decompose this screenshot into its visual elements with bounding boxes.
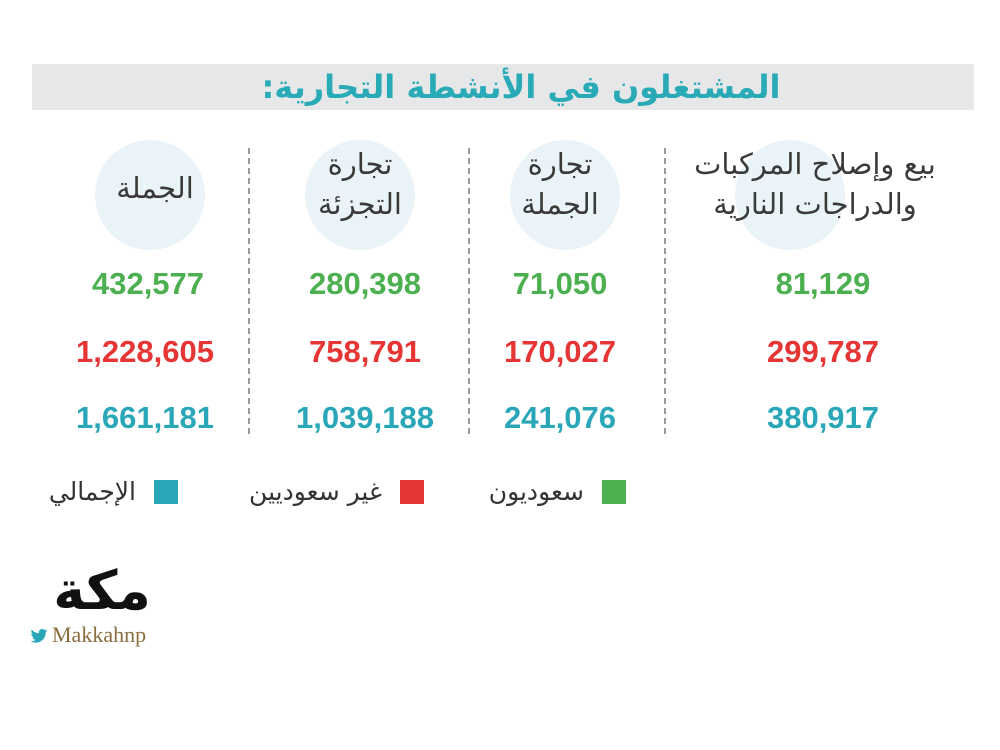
value-saudi-wholesale: 71,050 <box>512 266 608 301</box>
column-divider <box>468 148 470 434</box>
column-header-line2: والدراجات النارية <box>713 187 917 221</box>
logo-wordmark: مكة <box>53 559 151 622</box>
makkah-logo: مكة <box>22 560 182 650</box>
column-header-vehicles: بيع وإصلاح المركبات والدراجات النارية <box>665 144 965 224</box>
column-header-line2: التجزئة <box>318 187 402 221</box>
value-nonsaudi-wholesale: 170,027 <box>503 334 617 369</box>
title-bar <box>32 64 974 110</box>
legend-item-nonsaudi: غير سعوديين <box>210 474 430 510</box>
header-circle-vehicles <box>735 140 845 250</box>
column-header-retail: تجارة التجزئة <box>275 144 445 224</box>
legend-swatch-total <box>154 480 178 504</box>
value-nonsaudi-retail: 758,791 <box>308 334 422 369</box>
legend-swatch-nonsaudi <box>400 480 424 504</box>
header-circle-retail <box>305 140 415 250</box>
column-header-wholesale: تجارة الجملة <box>475 144 645 224</box>
column-divider <box>248 148 250 434</box>
legend-label-total: الإجمالي <box>48 477 136 506</box>
column-header-line1: بيع وإصلاح المركبات <box>694 147 936 181</box>
page-title: المشتغلون في الأنشطة التجارية: <box>261 68 781 106</box>
header-circle-wholesale <box>510 140 620 250</box>
legend-label-saudi: سعوديون <box>488 477 584 506</box>
value-saudi-retail: 280,398 <box>308 266 422 301</box>
social-handle: Makkahnp <box>30 622 146 648</box>
legend-label-nonsaudi: غير سعوديين <box>249 477 382 506</box>
column-divider <box>664 148 666 434</box>
column-header-line1: الجملة <box>116 171 194 205</box>
column-header-line1: تجارة <box>527 147 593 181</box>
value-total-retail: 1,039,188 <box>296 400 434 435</box>
column-header-line2: الجملة <box>521 187 599 221</box>
legend-item-saudi: سعوديون <box>462 474 632 510</box>
value-total-vehicles: 380,917 <box>766 400 880 435</box>
twitter-bird-icon <box>30 629 48 643</box>
legend-swatch-saudi <box>602 480 626 504</box>
value-nonsaudi-total: 1,228,605 <box>76 334 214 369</box>
legend-item-total: الإجمالي <box>24 474 184 510</box>
value-total-total: 1,661,181 <box>76 400 214 435</box>
value-saudi-total: 432,577 <box>91 266 205 301</box>
handle-text: Makkahnp <box>52 622 147 647</box>
value-nonsaudi-vehicles: 299,787 <box>766 334 880 369</box>
column-header-total: الجملة <box>70 168 240 208</box>
header-circle-total <box>95 140 205 250</box>
value-saudi-vehicles: 81,129 <box>775 266 871 301</box>
column-header-line1: تجارة <box>327 147 393 181</box>
value-total-wholesale: 241,076 <box>503 400 617 435</box>
